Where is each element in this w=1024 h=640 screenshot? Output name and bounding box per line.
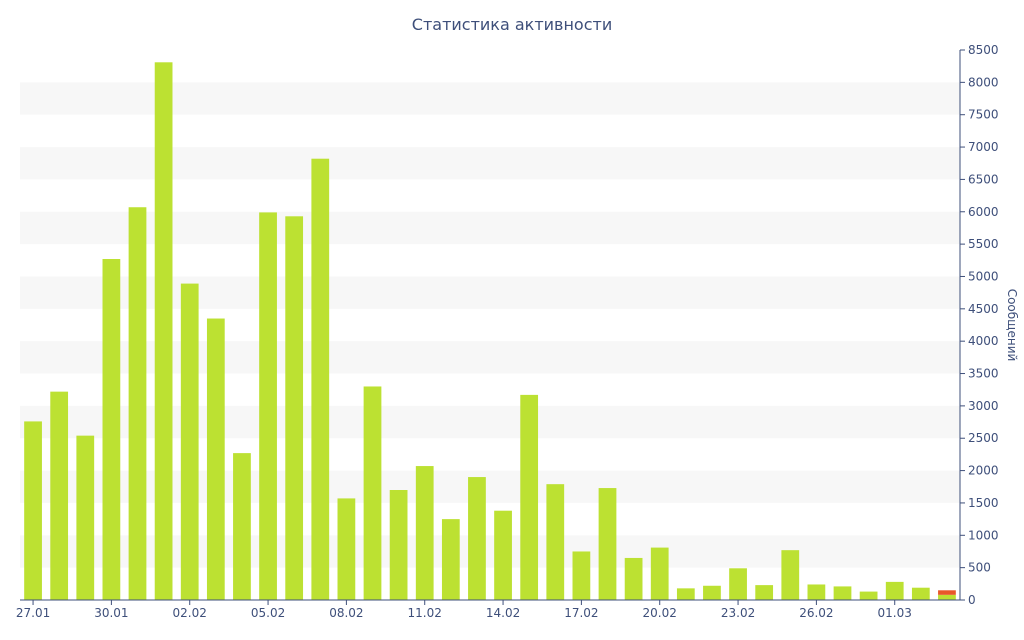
bar <box>624 557 643 600</box>
bar <box>520 394 539 600</box>
bar <box>598 488 617 600</box>
y-tick-label: 4000 <box>968 334 999 348</box>
y-tick-label: 5500 <box>968 237 999 251</box>
x-tick-label: 01.03 <box>878 606 912 620</box>
y-tick-label: 1000 <box>968 528 999 542</box>
bar <box>546 484 565 600</box>
bar <box>285 216 304 600</box>
grid-band <box>20 82 960 115</box>
bar <box>311 158 330 601</box>
bar <box>154 62 173 600</box>
bar <box>76 435 95 600</box>
bar <box>468 477 486 600</box>
y-tick-label: 5000 <box>968 269 999 283</box>
x-tick-label: 20.02 <box>643 606 677 620</box>
x-tick-label: 05.02 <box>251 606 285 620</box>
bar <box>781 550 800 600</box>
bar <box>24 421 42 600</box>
grid-band <box>20 405 960 439</box>
bar <box>938 594 956 600</box>
bar <box>703 585 721 600</box>
grid-band <box>20 276 960 309</box>
bar <box>885 581 904 600</box>
y-tick-label: 2500 <box>968 431 999 445</box>
y-tick-label: 8500 <box>968 43 999 57</box>
bar <box>755 585 774 600</box>
grid-band <box>20 470 960 503</box>
x-tick-label: 17.02 <box>564 606 598 620</box>
bar <box>337 498 356 600</box>
bar <box>911 587 930 600</box>
bar <box>389 490 408 600</box>
x-tick-label: 02.02 <box>173 606 207 620</box>
bar <box>833 586 852 600</box>
bar <box>128 207 147 600</box>
bar <box>441 519 460 600</box>
bar <box>180 283 199 600</box>
y-tick-label: 8000 <box>968 75 999 89</box>
x-tick-label: 30.01 <box>94 606 128 620</box>
y-tick-label: 3500 <box>968 367 999 381</box>
grid-band <box>20 341 960 374</box>
bar <box>494 510 512 600</box>
bar <box>206 318 225 600</box>
chart-title: Статистика активности <box>411 15 613 34</box>
y-tick-label: 7000 <box>968 140 999 154</box>
x-tick-label: 26.02 <box>799 606 833 620</box>
bar <box>233 453 251 600</box>
y-tick-label: 4500 <box>968 302 999 316</box>
bar <box>807 584 826 600</box>
bar <box>650 547 669 600</box>
y-tick-label: 3000 <box>968 399 999 413</box>
bar <box>859 591 878 600</box>
bar <box>102 259 121 600</box>
x-tick-label: 23.02 <box>721 606 755 620</box>
bar <box>50 391 69 600</box>
y-tick-label: 6500 <box>968 172 999 186</box>
grid-band <box>20 211 960 245</box>
y-tick-label: 7500 <box>968 108 999 122</box>
bar <box>363 386 382 600</box>
y-tick-label: 2000 <box>968 464 999 478</box>
bar <box>572 551 591 600</box>
y-tick-label: 500 <box>968 561 991 575</box>
bar <box>676 588 695 600</box>
bar <box>729 568 747 600</box>
y-tick-label: 1500 <box>968 496 999 510</box>
grid-band <box>20 535 960 568</box>
y-tick-label: 0 <box>968 593 976 607</box>
x-tick-label: 14.02 <box>486 606 520 620</box>
bar <box>259 212 277 601</box>
x-tick-label: 11.02 <box>408 606 442 620</box>
grid-band <box>20 147 960 180</box>
bar <box>415 466 434 600</box>
y-tick-label: 6000 <box>968 205 999 219</box>
x-tick-label: 08.02 <box>329 606 363 620</box>
x-tick-label: 27.01 <box>16 606 50 620</box>
bar <box>938 590 956 595</box>
y-axis-title: Сообщений <box>1005 289 1019 362</box>
